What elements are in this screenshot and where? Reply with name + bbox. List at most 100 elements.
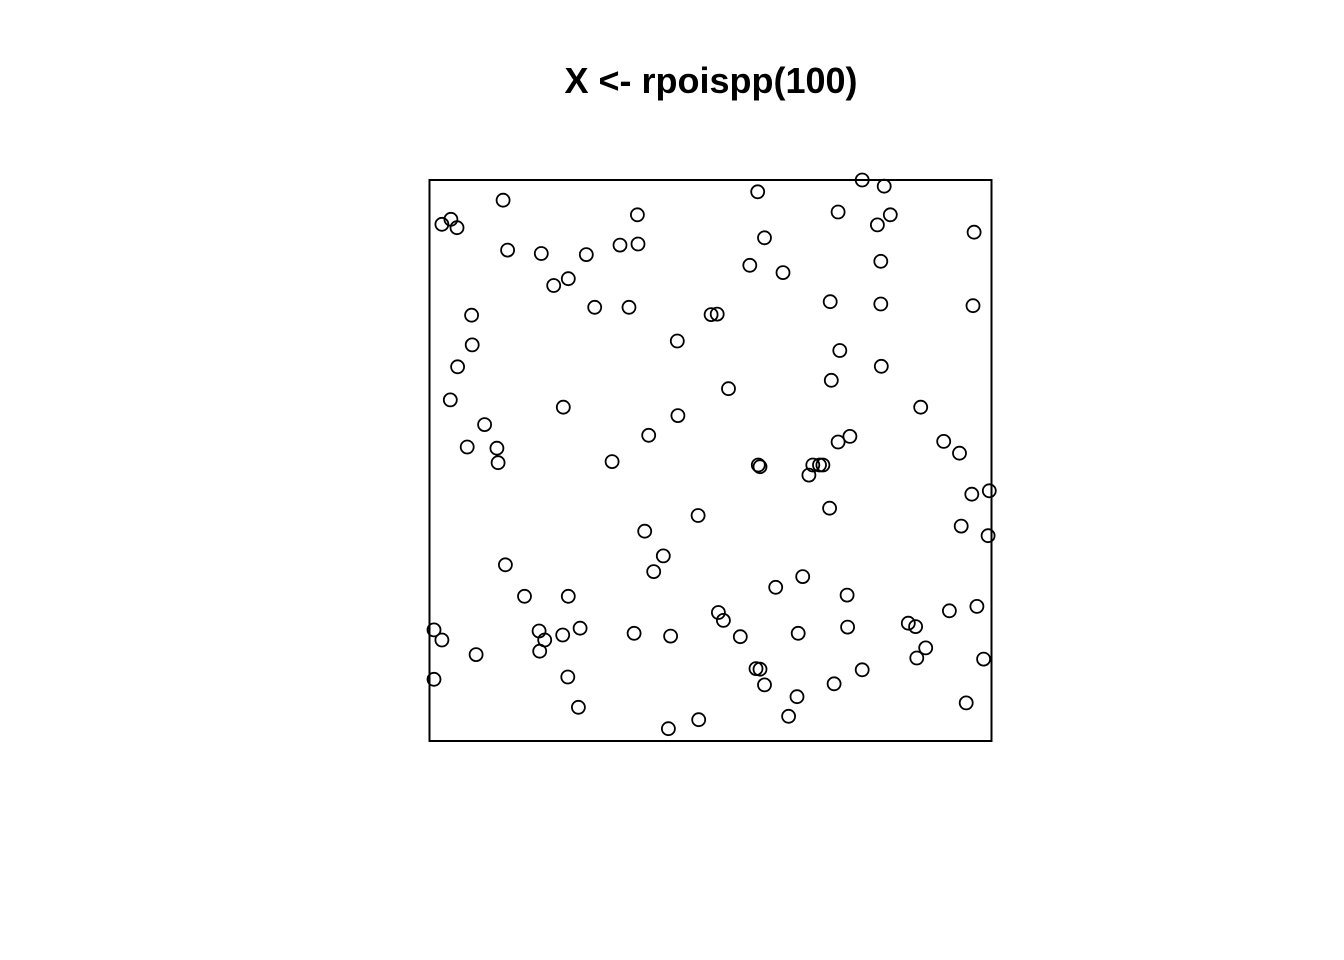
data-point-43 [661,721,676,737]
data-point-12 [477,417,493,433]
data-point-15 [495,192,511,208]
data-point-51 [711,605,726,620]
data-point-74 [822,500,837,516]
data-point-103 [966,224,982,240]
data-point-33 [604,454,620,470]
data-point-11 [468,647,484,662]
data-point-70 [805,457,821,473]
data-point-8 [459,439,475,455]
data-point-67 [790,625,806,641]
data-point-78 [830,434,846,450]
data-point-65 [781,708,796,724]
data-point-17 [500,242,516,258]
data-point-28 [560,669,576,685]
data-point-0 [426,622,442,638]
data-point-52 [716,613,731,628]
data-point-90 [882,207,898,223]
data-point-23 [546,278,562,293]
data-point-53 [721,381,736,397]
data-point-85 [870,217,885,233]
data-point-21 [537,632,553,648]
data-point-41 [646,564,662,579]
data-point-87 [873,296,889,312]
data-point-96 [936,433,952,449]
data-point-38 [630,236,646,252]
data-point-31 [578,247,594,263]
data-point-60 [752,661,768,677]
data-point-68 [795,569,811,584]
data-point-64 [775,265,791,281]
data-point-25 [555,627,571,643]
data-point-14 [490,455,506,471]
data-point-86 [873,253,889,269]
data-point-79 [832,343,848,358]
data-point-13 [489,440,505,456]
points-layer [426,172,997,737]
observation-window-frame [428,179,993,742]
data-point-77 [826,676,842,692]
data-point-48 [691,712,707,728]
data-point-7 [450,359,466,375]
data-point-80 [839,587,855,603]
data-point-88 [873,358,889,374]
data-point-47 [690,508,706,523]
data-point-100 [958,695,974,711]
data-point-75 [822,294,838,310]
data-point-95 [913,399,929,415]
data-point-66 [789,689,805,705]
data-point-35 [621,299,637,315]
data-point-24 [555,399,571,415]
data-point-27 [560,588,576,604]
data-point-36 [626,625,642,641]
data-point-83 [854,172,870,188]
data-point-16 [497,557,513,573]
data-point-89 [876,178,892,194]
data-point-34 [612,237,628,253]
chart-title: X <- rpoispp(100) [564,60,857,101]
data-point-84 [854,662,870,678]
data-point-93 [909,650,925,666]
data-point-106 [980,528,996,544]
data-point-101 [964,486,980,502]
data-point-55 [742,257,758,273]
data-point-32 [587,299,603,315]
data-point-62 [757,677,772,693]
data-point-46 [670,408,686,424]
data-point-82 [842,428,858,444]
data-point-69 [801,467,817,483]
data-point-2 [434,632,450,648]
data-point-58 [750,457,766,473]
data-point-22 [533,246,549,261]
data-point-73 [830,204,846,220]
data-point-42 [655,548,671,564]
data-point-39 [637,523,653,539]
data-point-81 [840,619,855,635]
data-point-57 [750,184,766,200]
data-point-107 [981,483,997,499]
data-point-102 [965,298,981,314]
data-point-54 [732,629,748,645]
data-point-26 [560,271,576,287]
data-point-44 [663,628,678,644]
data-point-72 [815,457,831,473]
data-point-37 [630,207,645,223]
data-point-63 [768,579,784,595]
data-point-98 [952,445,967,461]
data-point-10 [464,337,480,353]
data-point-99 [953,518,969,534]
data-point-104 [969,599,985,614]
data-point-59 [752,459,768,475]
data-point-94 [918,640,934,656]
data-point-92 [908,619,923,634]
data-point-3 [434,216,450,232]
data-point-97 [942,603,957,619]
data-point-9 [464,307,480,323]
data-point-5 [449,220,465,236]
data-point-49 [703,307,719,323]
data-point-6 [442,392,458,408]
data-point-105 [976,651,991,667]
data-point-61 [757,230,772,246]
data-point-1 [426,671,442,687]
data-point-29 [571,699,586,715]
